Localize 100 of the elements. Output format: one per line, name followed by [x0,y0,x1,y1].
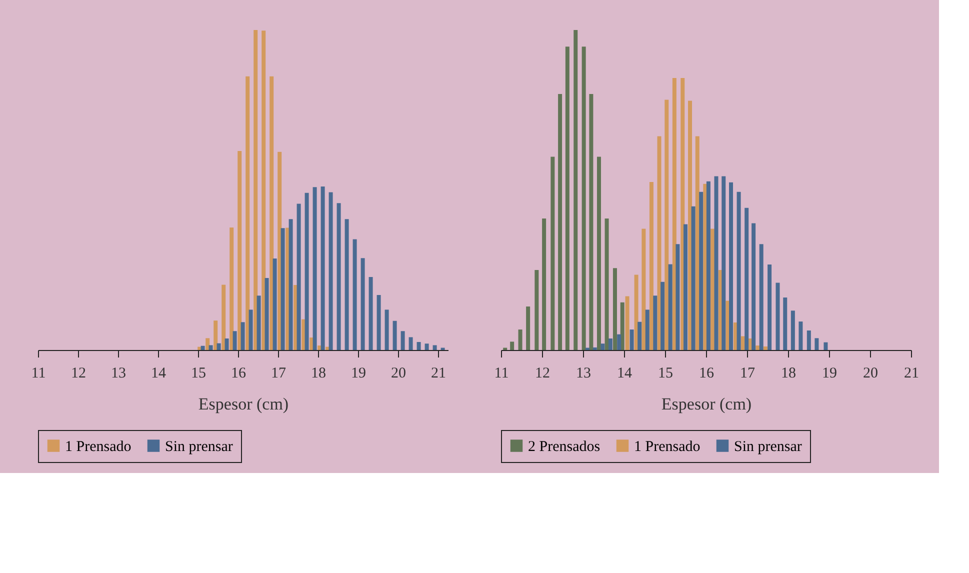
bar [296,204,301,350]
bar [214,320,218,350]
bar [634,274,638,350]
bar [246,76,250,350]
bar [208,345,213,350]
bar [688,100,692,350]
bar [558,94,562,350]
x-tick-label: 15 [191,366,206,382]
bar [384,310,389,350]
bar [752,223,756,350]
bar [714,176,718,350]
bar [589,94,594,350]
bar [608,338,612,350]
bar [630,330,634,350]
x-tick-label: 11 [494,366,509,382]
bar [510,342,514,350]
bar [763,346,768,350]
bar [408,337,413,350]
bar [526,306,530,350]
bar [304,192,309,350]
bar [344,219,349,350]
bar [676,244,680,350]
bar [814,338,819,350]
x-tick-label: 12 [71,366,86,382]
bar [574,30,578,350]
bar [706,181,710,350]
bar [744,208,749,350]
bar [262,30,266,350]
bar [664,100,669,350]
bar [604,218,609,350]
x-tick-label: 16 [231,366,246,382]
bar [238,150,242,350]
bar [582,46,586,350]
legend-label: Sin prensar [734,438,802,455]
x-tick-label: 19 [822,366,837,382]
legend-label: 2 Prensados [528,438,600,455]
x-tick-label: 11 [31,366,46,382]
bar [416,342,421,350]
bar [710,228,715,350]
legend-label: 1 Prensado [634,438,700,455]
bar [216,343,221,350]
bar [736,192,741,350]
x-tick-label: 12 [535,366,550,382]
bar [312,187,317,350]
bar [328,192,333,350]
x-tick-label: 13 [111,366,126,382]
bar [729,182,734,350]
bar [824,342,828,350]
x-tick-label: 19 [351,366,366,382]
x-tick-label: 14 [617,366,632,382]
bar [264,278,269,350]
bar [660,282,665,350]
bar [376,294,381,350]
bar [320,186,325,350]
bar [565,46,570,350]
bar [672,78,676,350]
bar [222,284,226,350]
legend-label: Sin prensar [165,438,233,455]
x-tick-label: 17 [740,366,756,382]
bar [722,176,726,350]
bar [649,182,654,350]
bar [248,310,253,350]
bar [638,322,642,350]
bar [206,338,210,350]
bar [432,345,437,350]
bar [620,302,624,350]
bar [542,218,546,350]
bar [596,156,601,350]
bar [768,264,772,350]
bar [550,156,555,350]
x-tick-label: 20 [391,366,406,382]
bar [790,310,795,350]
bar [612,268,617,350]
bar [424,344,429,350]
bar [392,320,397,350]
bar [230,227,234,350]
x-tick-label: 18 [781,366,796,382]
bar [232,331,237,350]
bar [695,136,700,350]
bar [625,296,630,350]
bar [256,296,261,350]
x-tick-label: 18 [311,366,326,382]
bar [592,347,597,350]
x-axis-title: Espesor (cm) [661,394,752,414]
bar [776,282,780,350]
bar [360,258,365,350]
x-tick-label: 15 [658,366,673,382]
bar [518,330,522,350]
bar [400,331,405,350]
bar [200,346,205,350]
x-tick-label: 21 [904,366,919,382]
bar [254,30,258,350]
x-tick-label: 16 [699,366,714,382]
bar [684,224,688,350]
bar [645,310,650,350]
bar [600,344,605,350]
bar [368,277,373,350]
bar [653,296,658,350]
bar [806,330,811,350]
bar [336,203,341,350]
